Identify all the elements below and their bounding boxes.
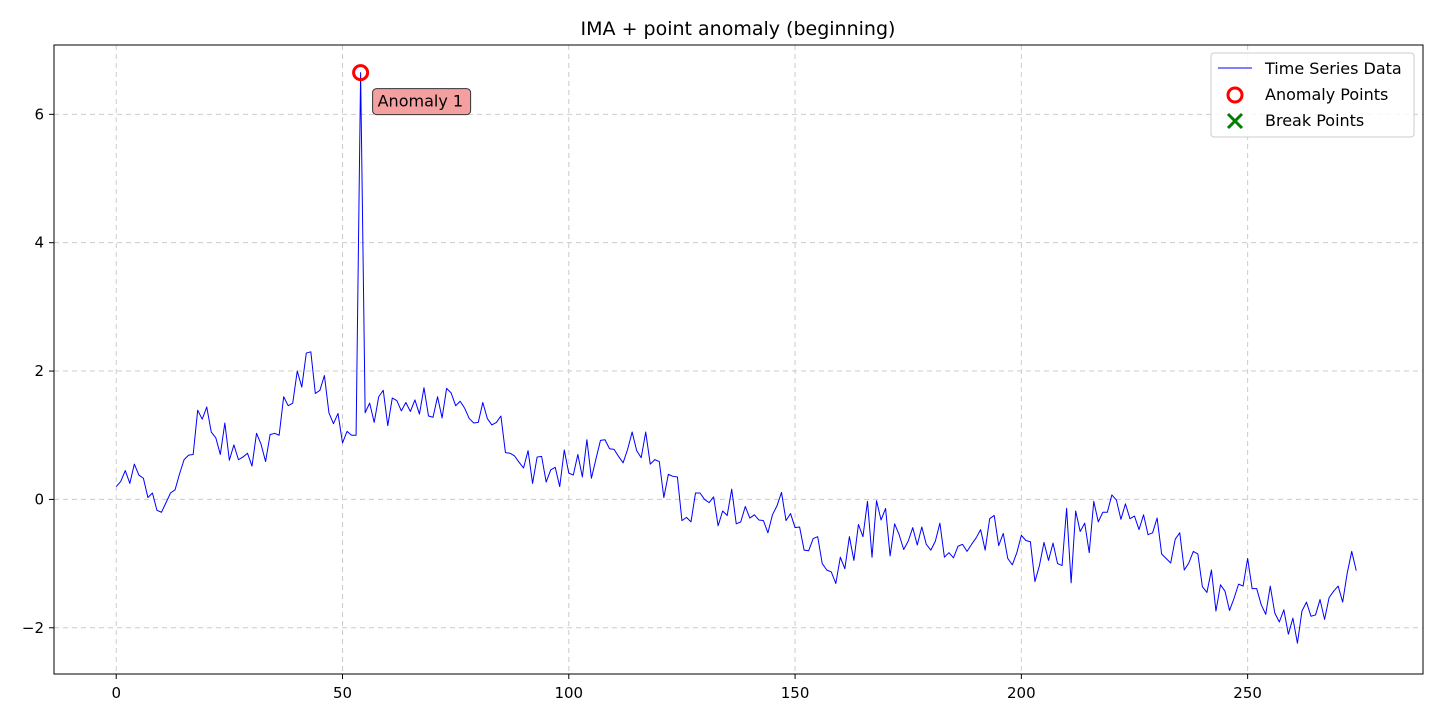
- x-tick-label: 150: [781, 684, 810, 702]
- annotation-box: [372, 88, 472, 116]
- chart-title: IMA + point anomaly (beginning): [581, 18, 896, 40]
- x-tick-label: 0: [111, 684, 121, 702]
- grid-layer: [54, 45, 1423, 674]
- y-tick-label: 0: [34, 490, 44, 508]
- y-tick-label: 4: [34, 234, 44, 252]
- y-tick-label: 6: [34, 105, 44, 123]
- annotation-label: Anomaly 1: [372, 88, 472, 116]
- legend-label-break: Break Points: [1265, 111, 1364, 130]
- x-tick-label: 100: [554, 684, 583, 702]
- legend-box: [1210, 52, 1415, 138]
- x-tick-label: 200: [1007, 684, 1036, 702]
- data-layer: Anomaly 1: [115, 64, 1357, 644]
- axis-layer: 0 50 100 150 200 250 −2 0 2 4 6: [22, 105, 1262, 702]
- x-tick-label: 250: [1233, 684, 1262, 702]
- plot-frame: [53, 44, 1424, 675]
- y-tick-label: 2: [34, 362, 44, 380]
- y-tick-label: −2: [22, 619, 44, 637]
- x-tick-label: 50: [333, 684, 352, 702]
- legend-break-marker: [1226, 112, 1244, 130]
- legend-anomaly-marker: [1226, 86, 1244, 104]
- legend: Time Series Data Anomaly Points Break Po…: [1210, 52, 1415, 138]
- legend-label-series: Time Series Data: [1264, 59, 1402, 78]
- anomaly-point: [352, 64, 370, 82]
- series-line-time-series-data: [115, 72, 1357, 644]
- annotation-text: Anomaly 1: [378, 92, 463, 111]
- legend-label-anomaly: Anomaly Points: [1265, 85, 1388, 104]
